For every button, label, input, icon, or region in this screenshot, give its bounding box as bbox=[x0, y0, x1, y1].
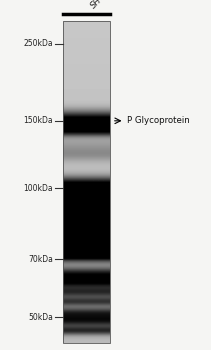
Text: 50kDa: 50kDa bbox=[28, 313, 53, 322]
Text: P Glycoprotein: P Glycoprotein bbox=[127, 116, 189, 125]
Text: 250kDa: 250kDa bbox=[23, 39, 53, 48]
Text: 150kDa: 150kDa bbox=[23, 116, 53, 125]
Text: SH-SY5Y: SH-SY5Y bbox=[89, 0, 120, 10]
Text: 70kDa: 70kDa bbox=[28, 255, 53, 264]
Text: 100kDa: 100kDa bbox=[23, 184, 53, 193]
Bar bbox=[63, 21, 110, 343]
